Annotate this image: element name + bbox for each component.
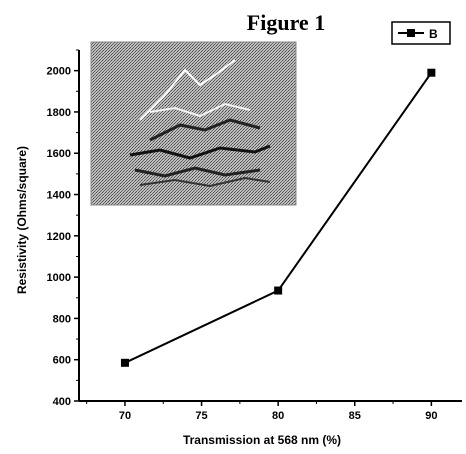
y-tick-label: 1400	[47, 190, 71, 202]
data-point	[120, 358, 129, 367]
y-tick-label: 800	[53, 313, 71, 325]
x-tick-label: 70	[119, 410, 131, 422]
y-tick-label: 600	[53, 355, 71, 367]
y-tick-label: 2000	[47, 66, 71, 78]
ticks: 70 75 80 85 90 400 600 800 1000 1200 1400 1600 1800 2…	[47, 49, 437, 422]
legend-marker	[407, 29, 415, 37]
y-tick-label: 400	[53, 396, 71, 408]
y-tick-label: 1000	[47, 272, 71, 284]
micrograph-image	[90, 41, 297, 206]
data-point	[427, 68, 436, 77]
data-point	[274, 286, 283, 295]
y-tick-label: 1200	[47, 231, 71, 243]
x-tick-label: 90	[425, 410, 437, 422]
figure-title: Figure 1	[247, 10, 325, 35]
y-tick-label: 1600	[47, 148, 71, 160]
x-tick-label: 85	[349, 410, 361, 422]
axes	[78, 50, 462, 402]
x-tick-label: 80	[272, 410, 284, 422]
series-group	[120, 68, 436, 367]
x-axis-label: Transmission at 568 nm (%)	[183, 433, 341, 447]
y-tick-label: 1800	[47, 107, 71, 119]
legend: B	[391, 21, 451, 45]
y-axis-label: Resistivity (Ohms/square)	[15, 146, 29, 294]
legend-label: B	[429, 27, 438, 41]
x-tick-label: 75	[195, 410, 207, 422]
